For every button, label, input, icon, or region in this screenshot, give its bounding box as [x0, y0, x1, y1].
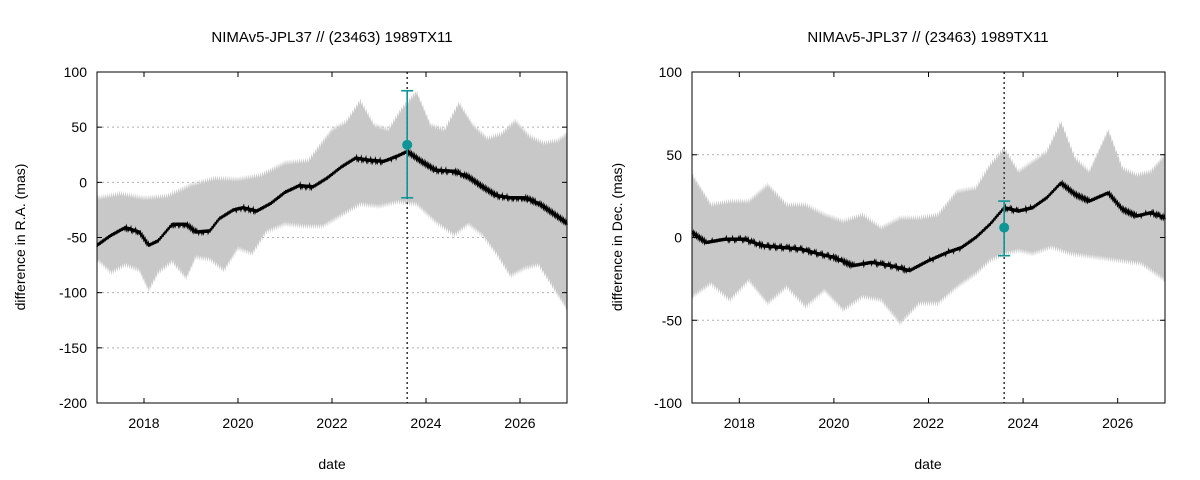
- dec-y-tick-label: -50: [662, 312, 682, 328]
- dec-chart-panel: NIMAv5-JPL37 // (23463) 1989TX11 100 50 0 -…: [609, 29, 1166, 472]
- ra-y-tick-label: 100: [64, 64, 88, 80]
- ra-x-axis-ticks: 2018 2020 2022 2024 2026: [128, 72, 536, 431]
- ra-x-tick-label: 2026: [504, 415, 535, 431]
- ra-y-tick-label: 50: [71, 119, 87, 135]
- dec-y-tick-label: 50: [666, 147, 682, 163]
- ra-y-axis-ticks: 100 50 0 -50 -100 -150 -200: [59, 64, 567, 411]
- dec-y-axis-label: difference in Dec. (mas): [609, 163, 625, 311]
- ra-uncertainty-band: [97, 90, 567, 311]
- ra-difference-line: [96, 147, 568, 248]
- dec-uncertainty-band: [692, 120, 1165, 327]
- ra-x-tick-label: 2024: [410, 415, 441, 431]
- ra-observation: [401, 89, 414, 199]
- ra-y-tick-label: -150: [59, 340, 87, 356]
- ra-y-tick-label: -200: [59, 395, 87, 411]
- ra-observation-point: [402, 139, 413, 150]
- dec-chart-title: NIMAv5-JPL37 // (23463) 1989TX11: [807, 29, 1048, 46]
- ra-y-axis-label: difference in R.A. (mas): [12, 164, 28, 311]
- ra-x-tick-label: 2020: [222, 415, 253, 431]
- dec-x-tick-label: 2020: [818, 415, 849, 431]
- ra-chart-title: NIMAv5-JPL37 // (23463) 1989TX11: [211, 29, 452, 46]
- ra-chart-panel: NIMAv5-JPL37 // (23463) 1989TX11 100 50 0 -…: [12, 29, 568, 472]
- dec-x-tick-label: 2026: [1102, 415, 1133, 431]
- dec-y-tick-label: 0: [674, 230, 682, 246]
- dec-y-axis-ticks: 100 50 0 -50 -100: [654, 64, 1165, 411]
- dec-x-tick-label: 2018: [724, 415, 755, 431]
- ra-y-tick-label: -100: [59, 285, 87, 301]
- ra-x-tick-label: 2018: [128, 415, 159, 431]
- dec-x-tick-label: 2024: [1008, 415, 1039, 431]
- dec-y-tick-label: -100: [654, 395, 682, 411]
- ra-x-axis-label: date: [318, 456, 345, 472]
- dec-x-tick-label: 2022: [913, 415, 944, 431]
- dec-y-tick-label: 100: [659, 64, 683, 80]
- dec-x-axis-label: date: [914, 456, 941, 472]
- ra-y-tick-label: 0: [79, 174, 87, 190]
- dec-difference-line: [691, 179, 1166, 275]
- dec-observation-point: [999, 222, 1010, 233]
- ra-y-tick-label: -50: [67, 230, 87, 246]
- ra-x-tick-label: 2022: [316, 415, 347, 431]
- dec-observation: [998, 200, 1011, 257]
- dec-x-axis-ticks: 2018 2020 2022 2024 2026: [724, 72, 1133, 431]
